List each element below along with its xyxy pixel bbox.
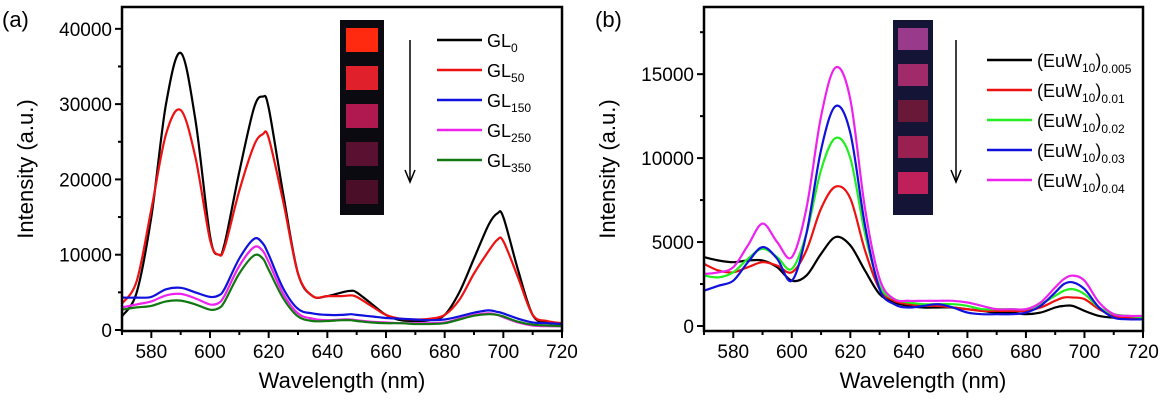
legend-label: (EuW10)0.04: [1037, 171, 1125, 196]
x-tick-label: 720: [1127, 342, 1159, 363]
panel-b: (b) 580 600 620 640 660 680 700 720 0 5000 10000 1…: [595, 5, 1159, 393]
legend-label: GL250: [487, 121, 531, 145]
y-tick-label: 10000: [59, 246, 112, 267]
x-tick-label: 600: [194, 342, 226, 363]
x-tick-label: 620: [253, 342, 285, 363]
legend-item: GL0: [437, 31, 518, 55]
x-tick-label: 680: [429, 342, 461, 363]
x-tick-label: 640: [893, 342, 925, 363]
legend-label: (EuW10)0.005: [1037, 51, 1132, 76]
x-tick-label: 700: [487, 342, 519, 363]
legend-item: (EuW10)0.005: [987, 51, 1132, 76]
legend-item: (EuW10)0.01: [987, 81, 1125, 106]
arrow-head-icon: [950, 169, 962, 184]
y-tick-label: 10000: [641, 149, 694, 170]
series-line-euw10004: [703, 65, 1144, 318]
panel-a-inset-photo: [340, 20, 416, 215]
legend-label: GL0: [487, 31, 518, 55]
series-line-euw100005: [703, 235, 1143, 319]
legend-item: (EuW10)0.02: [987, 111, 1125, 136]
sample-swatch: [346, 28, 378, 52]
panel-a-series: [121, 51, 563, 328]
x-tick-label: 600: [776, 342, 808, 363]
legend-item: (EuW10)0.04: [987, 171, 1125, 196]
panel-b-y-axis: 0 5000 10000 15000: [641, 31, 704, 338]
sample-swatch: [898, 172, 928, 194]
sample-swatch: [346, 142, 378, 166]
panel-b-inset-photo: [893, 20, 962, 215]
panel-a-x-axis: 580 600 620 640 660 680 700 720: [121, 331, 578, 363]
legend-label: GL350: [487, 151, 531, 175]
panel-b-x-axis-title: Wavelength (nm): [840, 368, 1007, 393]
panel-b-y-axis-title: Intensity (a.u.): [595, 99, 620, 238]
x-tick-label: 680: [1010, 342, 1042, 363]
y-tick-label: 20000: [59, 170, 112, 191]
y-tick-label: 0: [683, 317, 694, 338]
legend-label: GL150: [487, 91, 531, 115]
panel-a-y-axis: 0 10000 20000 30000 40000: [59, 20, 122, 342]
panel-a-y-axis-title: Intensity (a.u.): [13, 99, 38, 238]
y-tick-label: 30000: [59, 95, 112, 116]
panel-b-series: [703, 65, 1144, 321]
panel-b-legend: (EuW10)0.005 (EuW10)0.01 (EuW10)0.02 (EuW10…: [987, 51, 1132, 196]
y-tick-label: 5000: [652, 233, 694, 254]
y-tick-label: 40000: [59, 20, 112, 41]
series-line-gl350: [121, 253, 563, 328]
x-tick-label: 620: [834, 342, 866, 363]
legend-label: GL50: [487, 61, 525, 85]
arrow-head-icon: [404, 169, 416, 184]
series-line-gl150: [121, 237, 563, 326]
legend-item: (EuW10)0.03: [987, 141, 1125, 166]
y-tick-label: 0: [101, 321, 112, 342]
panel-a-plot-frame: [120, 5, 564, 333]
panel-b-label: (b): [595, 7, 622, 32]
x-tick-label: 580: [717, 342, 749, 363]
sample-swatch: [898, 100, 928, 122]
series-line-gl50: [121, 108, 563, 325]
y-tick-label: 15000: [641, 65, 694, 86]
x-tick-label: 660: [370, 342, 402, 363]
legend-label: (EuW10)0.03: [1037, 141, 1125, 166]
sample-swatch: [898, 28, 928, 50]
panel-a-x-axis-title: Wavelength (nm): [259, 368, 426, 393]
legend-item: GL350: [437, 151, 531, 175]
x-tick-label: 660: [952, 342, 984, 363]
x-tick-label: 720: [546, 342, 578, 363]
panel-a-legend: GL0 GL50 GL150 GL250 GL350: [437, 31, 531, 175]
sample-swatch: [346, 180, 378, 204]
sample-swatch: [898, 64, 928, 86]
panel-a-label: (a): [2, 7, 29, 32]
panel-a: (a) 580 600 620 640 660 680 700 720 0 10000 20000…: [2, 5, 578, 393]
legend-item: GL50: [437, 61, 525, 85]
legend-label: (EuW10)0.01: [1037, 81, 1125, 106]
sample-swatch: [898, 136, 928, 158]
legend-label: (EuW10)0.02: [1037, 111, 1125, 136]
panel-b-x-axis: 580 600 620 640 660 680 700 720: [703, 331, 1159, 363]
sample-swatch: [346, 66, 378, 90]
panel-b-plot-frame: [702, 5, 1145, 333]
legend-item: GL150: [437, 91, 531, 115]
legend-item: GL250: [437, 121, 531, 145]
x-tick-label: 640: [311, 342, 343, 363]
series-line-euw10001: [703, 185, 1144, 319]
sample-swatch: [346, 104, 378, 128]
x-tick-label: 580: [135, 342, 167, 363]
x-tick-label: 700: [1069, 342, 1101, 363]
series-line-euw10003: [703, 104, 1144, 321]
